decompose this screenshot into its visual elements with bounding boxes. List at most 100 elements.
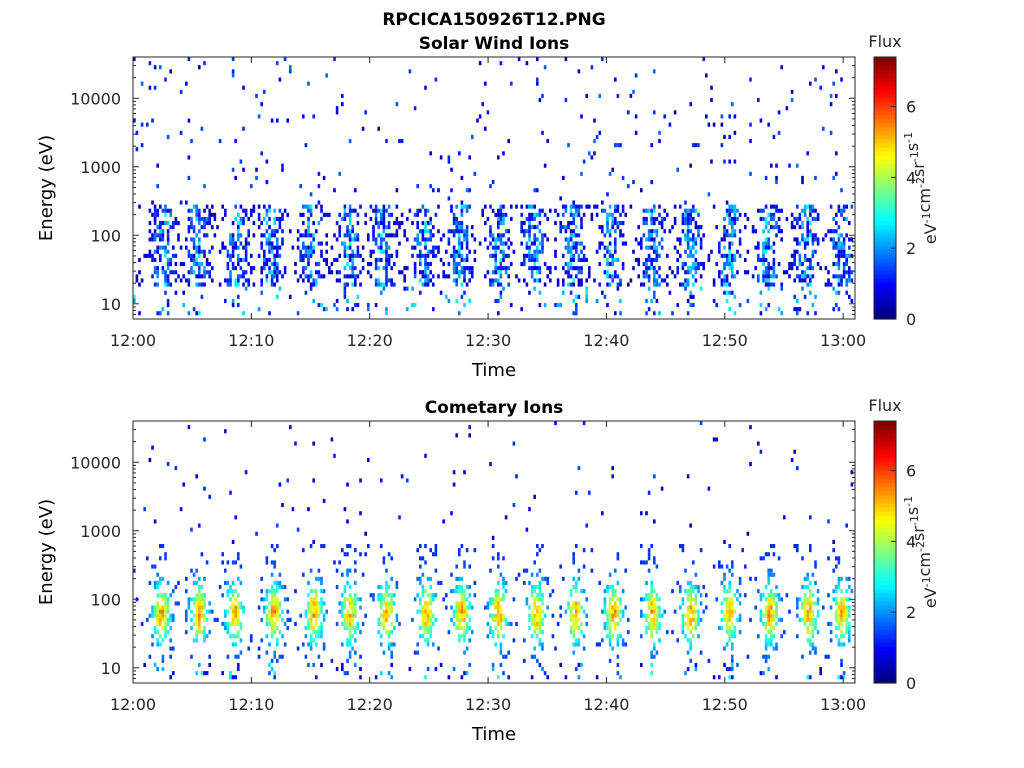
heatmap-cell — [403, 286, 406, 291]
heatmap-cell — [343, 507, 347, 512]
heatmap-cell — [260, 282, 263, 287]
heatmap-cell — [816, 237, 820, 242]
heatmap-cell — [733, 593, 737, 598]
heatmap-cell — [473, 548, 477, 553]
heatmap-cell — [229, 241, 232, 246]
heatmap-cell — [351, 262, 354, 267]
heatmap-cell — [601, 290, 604, 295]
heatmap-cell — [590, 212, 594, 217]
heatmap-cell — [837, 609, 841, 614]
heatmap-cell — [530, 593, 534, 598]
colorbar-segment — [874, 278, 896, 283]
heatmap-cell — [387, 278, 391, 283]
heatmap-cell — [530, 212, 534, 217]
heatmap-cell — [767, 286, 770, 291]
heatmap-cell — [481, 208, 484, 213]
heatmap-cell — [736, 617, 739, 622]
heatmap-cell — [458, 634, 461, 639]
heatmap-cell — [611, 278, 614, 283]
heatmap-cell — [424, 245, 427, 250]
heatmap-cell — [814, 237, 817, 242]
heatmap-cell — [408, 69, 412, 74]
heatmap-cell — [577, 617, 581, 622]
heatmap-cell — [237, 233, 240, 238]
heatmap-cell — [697, 229, 700, 234]
heatmap-cell — [312, 626, 315, 631]
heatmap-cell — [437, 274, 440, 279]
heatmap-cell — [608, 212, 612, 217]
heatmap-cell — [455, 253, 458, 258]
heatmap-cell — [718, 241, 721, 246]
heatmap-cell — [343, 589, 347, 594]
heatmap-cell — [780, 311, 783, 316]
heatmap-cell — [156, 609, 159, 614]
y-axis-label: Energy (eV) — [36, 499, 57, 605]
heatmap-cell — [439, 155, 443, 160]
heatmap-cell — [484, 81, 487, 86]
heatmap-cell — [289, 65, 292, 70]
heatmap-cell — [814, 626, 817, 631]
heatmap-cell — [302, 548, 305, 553]
heatmap-cell — [283, 208, 287, 213]
heatmap-cell — [642, 221, 646, 226]
heatmap-cell — [803, 274, 807, 279]
heatmap-cell — [148, 457, 152, 462]
heatmap-cell — [455, 589, 458, 594]
heatmap-cell — [616, 621, 620, 626]
heatmap-cell — [723, 233, 726, 238]
heatmap-cell — [460, 253, 464, 258]
heatmap-cell — [429, 626, 432, 631]
heatmap-cell — [835, 597, 838, 602]
heatmap-cell — [692, 143, 695, 148]
heatmap-cell — [653, 274, 656, 279]
heatmap-cell — [325, 233, 328, 238]
heatmap-cell — [153, 626, 157, 631]
heatmap-cell — [645, 580, 648, 585]
heatmap-cell — [169, 617, 172, 622]
heatmap-cell — [151, 253, 154, 258]
heatmap-cell — [575, 605, 578, 610]
heatmap-cell — [546, 216, 549, 221]
heatmap-cell — [837, 233, 841, 238]
heatmap-cell — [572, 650, 575, 655]
heatmap-cell — [569, 593, 573, 598]
heatmap-cell — [621, 266, 625, 271]
heatmap-cell — [658, 638, 661, 643]
heatmap-cell — [156, 593, 159, 598]
heatmap-cell — [569, 233, 573, 238]
heatmap-cell — [728, 605, 731, 610]
heatmap-cell — [614, 241, 617, 246]
heatmap-cell — [798, 257, 802, 262]
heatmap-cell — [458, 221, 461, 226]
heatmap-cell — [707, 486, 711, 491]
heatmap-cell — [265, 613, 269, 618]
heatmap-cell — [276, 597, 279, 602]
heatmap-cell — [650, 609, 653, 614]
heatmap-cell — [616, 613, 620, 618]
heatmap-cell — [390, 597, 393, 602]
heatmap-cell — [426, 613, 430, 618]
heatmap-cell — [603, 294, 607, 299]
heatmap-cell — [796, 216, 799, 221]
heatmap-cell — [486, 245, 490, 250]
heatmap-cell — [749, 77, 752, 82]
heatmap-cell — [731, 208, 734, 213]
heatmap-cell — [541, 249, 544, 254]
heatmap-cell — [489, 233, 492, 238]
heatmap-cell — [720, 253, 724, 258]
heatmap-cell — [725, 253, 729, 258]
heatmap-cell — [796, 241, 799, 246]
heatmap-cell — [694, 270, 698, 275]
heatmap-cell — [278, 654, 282, 659]
heatmap-cell — [224, 613, 227, 618]
heatmap-cell — [536, 593, 539, 598]
heatmap-cell — [229, 278, 232, 283]
heatmap-cell — [229, 282, 232, 287]
heatmap-cell — [811, 642, 815, 647]
heatmap-cell — [497, 613, 500, 618]
heatmap-cell — [653, 621, 656, 626]
heatmap-cell — [156, 572, 159, 577]
heatmap-cell — [829, 621, 833, 626]
heatmap-cell — [499, 609, 503, 614]
